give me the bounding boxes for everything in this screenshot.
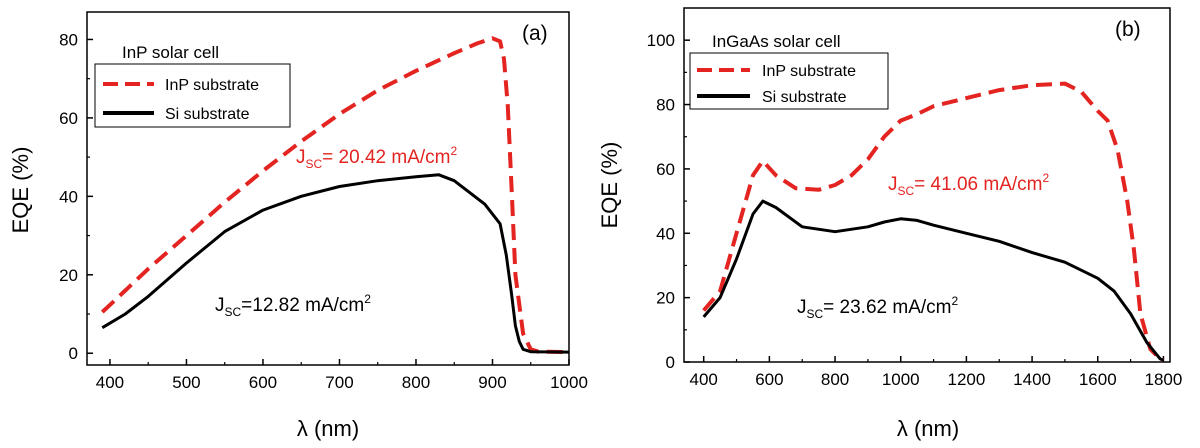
y-tick-label-a-20: 20	[59, 266, 78, 285]
y-tick-label-b-40: 40	[656, 224, 675, 243]
y-tick-label-b-80: 80	[656, 96, 675, 115]
x-tick-label-a-900: 900	[478, 373, 506, 392]
x-tick-label-b-600: 600	[755, 370, 783, 389]
series-b	[702, 81, 1165, 363]
legend-box-b	[689, 52, 889, 110]
y-axis-label-a: EQE (%)	[8, 147, 33, 234]
y-tick-label-b-0: 0	[666, 353, 675, 372]
legend-label-si-b: Si substrate	[762, 89, 847, 106]
y-tick-label-a-80: 80	[59, 30, 78, 49]
panel-label-a: (a)	[522, 22, 548, 45]
x-tick-label-b-1800: 1800	[1145, 370, 1183, 389]
x-tick-label-a-400: 400	[96, 373, 124, 392]
x-tick-label-a-600: 600	[249, 373, 277, 392]
plot-frame-a	[86, 11, 570, 366]
x-tick-label-b-800: 800	[821, 370, 849, 389]
ticks-b: 400 600 800 1000 1200 1400 1600 1800 0 20 40 60 80 10…	[647, 31, 1183, 389]
legend-label-si-a: Si substrate	[165, 106, 250, 123]
panel-b: 400 600 800 1000 1200 1400 1600 1800 0 20 40 60 80 10…	[597, 7, 1183, 441]
jsc-annotation-red-b: JSC= 41.06 mA/cm2	[888, 171, 1049, 198]
x-axis-label-a: λ (nm)	[297, 416, 359, 441]
x-tick-label-a-500: 500	[172, 373, 200, 392]
x-axis-label-b: λ (nm)	[897, 416, 959, 441]
legend-label-inp-a: InP substrate	[165, 77, 259, 94]
panel-label-b: (b)	[1115, 18, 1141, 41]
ticks-a: 400 500 600 700 800 900 1000 0 20 40 60 80	[59, 30, 588, 392]
y-tick-label-a-60: 60	[59, 109, 78, 128]
jsc-annotation-red-a: JSC= 20.42 mA/cm2	[296, 144, 457, 171]
jsc-annotation-black-a: JSC=12.82 mA/cm2	[215, 292, 371, 319]
chart-title-a: InP solar cell	[122, 43, 219, 62]
legend-b: InP substrate Si substrate	[689, 52, 889, 110]
x-tick-label-b-1400: 1400	[1013, 370, 1051, 389]
x-tick-label-a-700: 700	[325, 373, 353, 392]
x-tick-label-a-1000: 1000	[550, 373, 588, 392]
y-tick-label-a-40: 40	[59, 187, 78, 206]
y-tick-label-b-60: 60	[656, 160, 675, 179]
legend-label-inp-b: InP substrate	[762, 63, 856, 80]
series-line-a-inp-substrate	[100, 36, 570, 355]
series-line-a-si-substrate	[101, 173, 570, 354]
legend-box-a	[94, 63, 291, 128]
x-tick-label-b-1600: 1600	[1079, 370, 1117, 389]
jsc-annotation-black-b: JSC= 23.62 mA/cm2	[797, 294, 958, 321]
series-line-b-si-substrate	[702, 199, 1165, 362]
y-tick-label-a-0: 0	[69, 344, 78, 363]
legend-a: InP substrate Si substrate	[94, 63, 291, 128]
plot-frame-b	[683, 7, 1171, 363]
y-axis-label-b: EQE (%)	[597, 142, 622, 229]
x-tick-label-b-1200: 1200	[947, 370, 985, 389]
x-tick-label-a-800: 800	[402, 373, 430, 392]
x-tick-label-b-400: 400	[690, 370, 718, 389]
series-a	[100, 36, 570, 355]
series-line-b-inp-substrate	[702, 81, 1165, 363]
y-tick-label-b-100: 100	[647, 31, 675, 50]
y-tick-label-b-20: 20	[656, 289, 675, 308]
x-tick-label-b-1000: 1000	[882, 370, 920, 389]
chart-title-b: InGaAs solar cell	[712, 32, 841, 51]
